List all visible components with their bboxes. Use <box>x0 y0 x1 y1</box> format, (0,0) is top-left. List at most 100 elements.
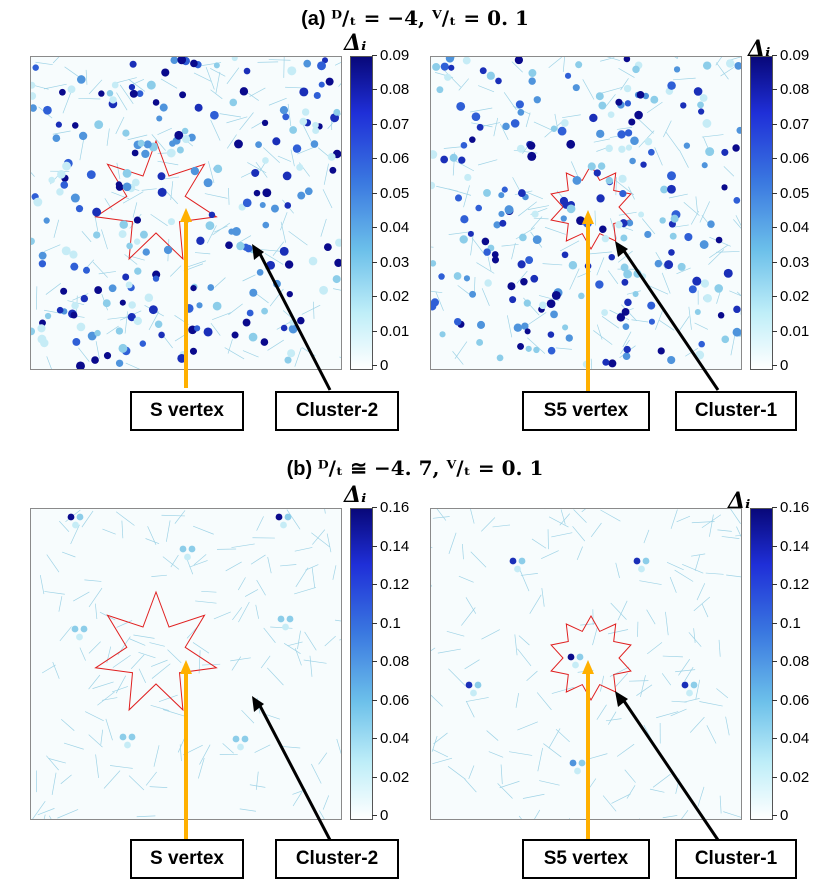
site-marker <box>566 204 576 214</box>
site-marker <box>596 194 605 203</box>
site-marker <box>48 176 55 184</box>
site-marker <box>615 98 623 106</box>
site-marker <box>148 305 158 315</box>
site-marker <box>632 65 640 74</box>
site-marker <box>137 139 145 147</box>
site-marker <box>431 302 437 311</box>
site-marker <box>154 320 163 329</box>
site-marker <box>634 110 643 120</box>
site-marker <box>232 735 240 743</box>
colorbar-b-left <box>350 508 373 820</box>
site-marker <box>266 260 276 270</box>
site-marker <box>517 109 525 116</box>
site-marker <box>292 144 302 153</box>
site-marker <box>621 307 630 316</box>
colorbar-a-right-tick: 0.02 <box>771 288 810 306</box>
site-marker <box>80 625 88 633</box>
site-marker <box>280 324 288 332</box>
site-marker <box>721 335 730 344</box>
site-marker <box>469 290 477 298</box>
site-marker <box>280 521 287 529</box>
site-marker <box>732 327 741 337</box>
site-marker <box>467 230 474 237</box>
colorbar-a-right-tick: 0.07 <box>771 115 810 133</box>
site-marker <box>596 129 605 139</box>
site-marker <box>70 311 78 319</box>
site-marker <box>589 113 598 123</box>
site-marker <box>44 312 52 320</box>
site-marker <box>190 59 198 68</box>
site-marker <box>31 327 36 336</box>
colorbar-a-left-tick: 0.04 <box>371 219 410 237</box>
site-marker <box>287 66 297 76</box>
colorbar-a-right-label: Δᵢ <box>748 36 771 62</box>
site-marker <box>323 243 332 252</box>
site-marker <box>317 61 326 71</box>
site-marker <box>667 184 676 194</box>
site-marker <box>618 174 627 183</box>
site-marker <box>76 633 83 641</box>
site-marker <box>106 90 114 97</box>
site-marker <box>308 256 318 266</box>
site-marker <box>732 144 740 152</box>
site-marker <box>471 112 481 121</box>
site-marker <box>509 557 517 565</box>
site-marker <box>695 350 705 360</box>
site-marker <box>623 57 631 63</box>
site-marker <box>108 284 117 293</box>
site-marker <box>698 340 705 348</box>
site-marker <box>152 99 160 106</box>
site-marker <box>636 90 645 99</box>
site-marker <box>127 312 136 322</box>
site-marker <box>459 235 468 244</box>
site-marker <box>131 149 139 157</box>
site-marker <box>71 301 79 310</box>
site-marker <box>605 176 614 185</box>
site-marker <box>57 170 66 179</box>
colorbar-b-left-tick: 0.06 <box>371 691 410 709</box>
site-marker <box>700 279 710 288</box>
s5-vertex-label-a: S5 vertex <box>522 391 650 431</box>
site-marker <box>72 521 79 529</box>
site-marker <box>262 188 272 198</box>
site-marker <box>574 767 581 775</box>
site-marker <box>313 91 321 100</box>
site-marker <box>533 346 540 354</box>
site-marker <box>595 92 604 101</box>
site-marker <box>501 186 508 193</box>
site-marker <box>702 119 712 128</box>
site-marker <box>477 320 486 329</box>
site-marker <box>210 110 219 120</box>
tiling-svg <box>431 57 741 369</box>
site-marker <box>602 358 610 366</box>
site-marker <box>78 131 88 141</box>
site-marker <box>319 285 329 295</box>
site-marker <box>325 77 334 86</box>
site-marker <box>61 246 71 256</box>
site-marker <box>519 233 527 242</box>
site-marker <box>56 188 64 196</box>
site-marker <box>62 161 71 171</box>
site-marker <box>578 759 586 767</box>
site-marker <box>683 142 691 149</box>
site-marker <box>599 225 607 234</box>
cluster-2-label-b: Cluster-2 <box>275 839 399 879</box>
site-marker <box>244 244 253 253</box>
colorbar-b-left-tick: 0 <box>371 807 389 824</box>
site-marker <box>111 81 119 89</box>
site-marker <box>176 146 184 154</box>
site-marker <box>179 91 187 99</box>
site-marker <box>299 117 308 126</box>
site-marker <box>619 190 627 198</box>
site-marker <box>156 115 163 122</box>
site-marker <box>593 169 601 177</box>
colorbar-a-left-tick: 0.03 <box>371 253 410 271</box>
site-marker <box>304 187 313 196</box>
site-marker <box>166 148 176 158</box>
site-marker <box>648 318 655 325</box>
title-b-prefix: (b) <box>286 458 318 480</box>
site-marker <box>453 317 462 326</box>
site-marker <box>38 251 47 260</box>
site-marker <box>208 211 216 219</box>
site-marker <box>561 251 569 259</box>
